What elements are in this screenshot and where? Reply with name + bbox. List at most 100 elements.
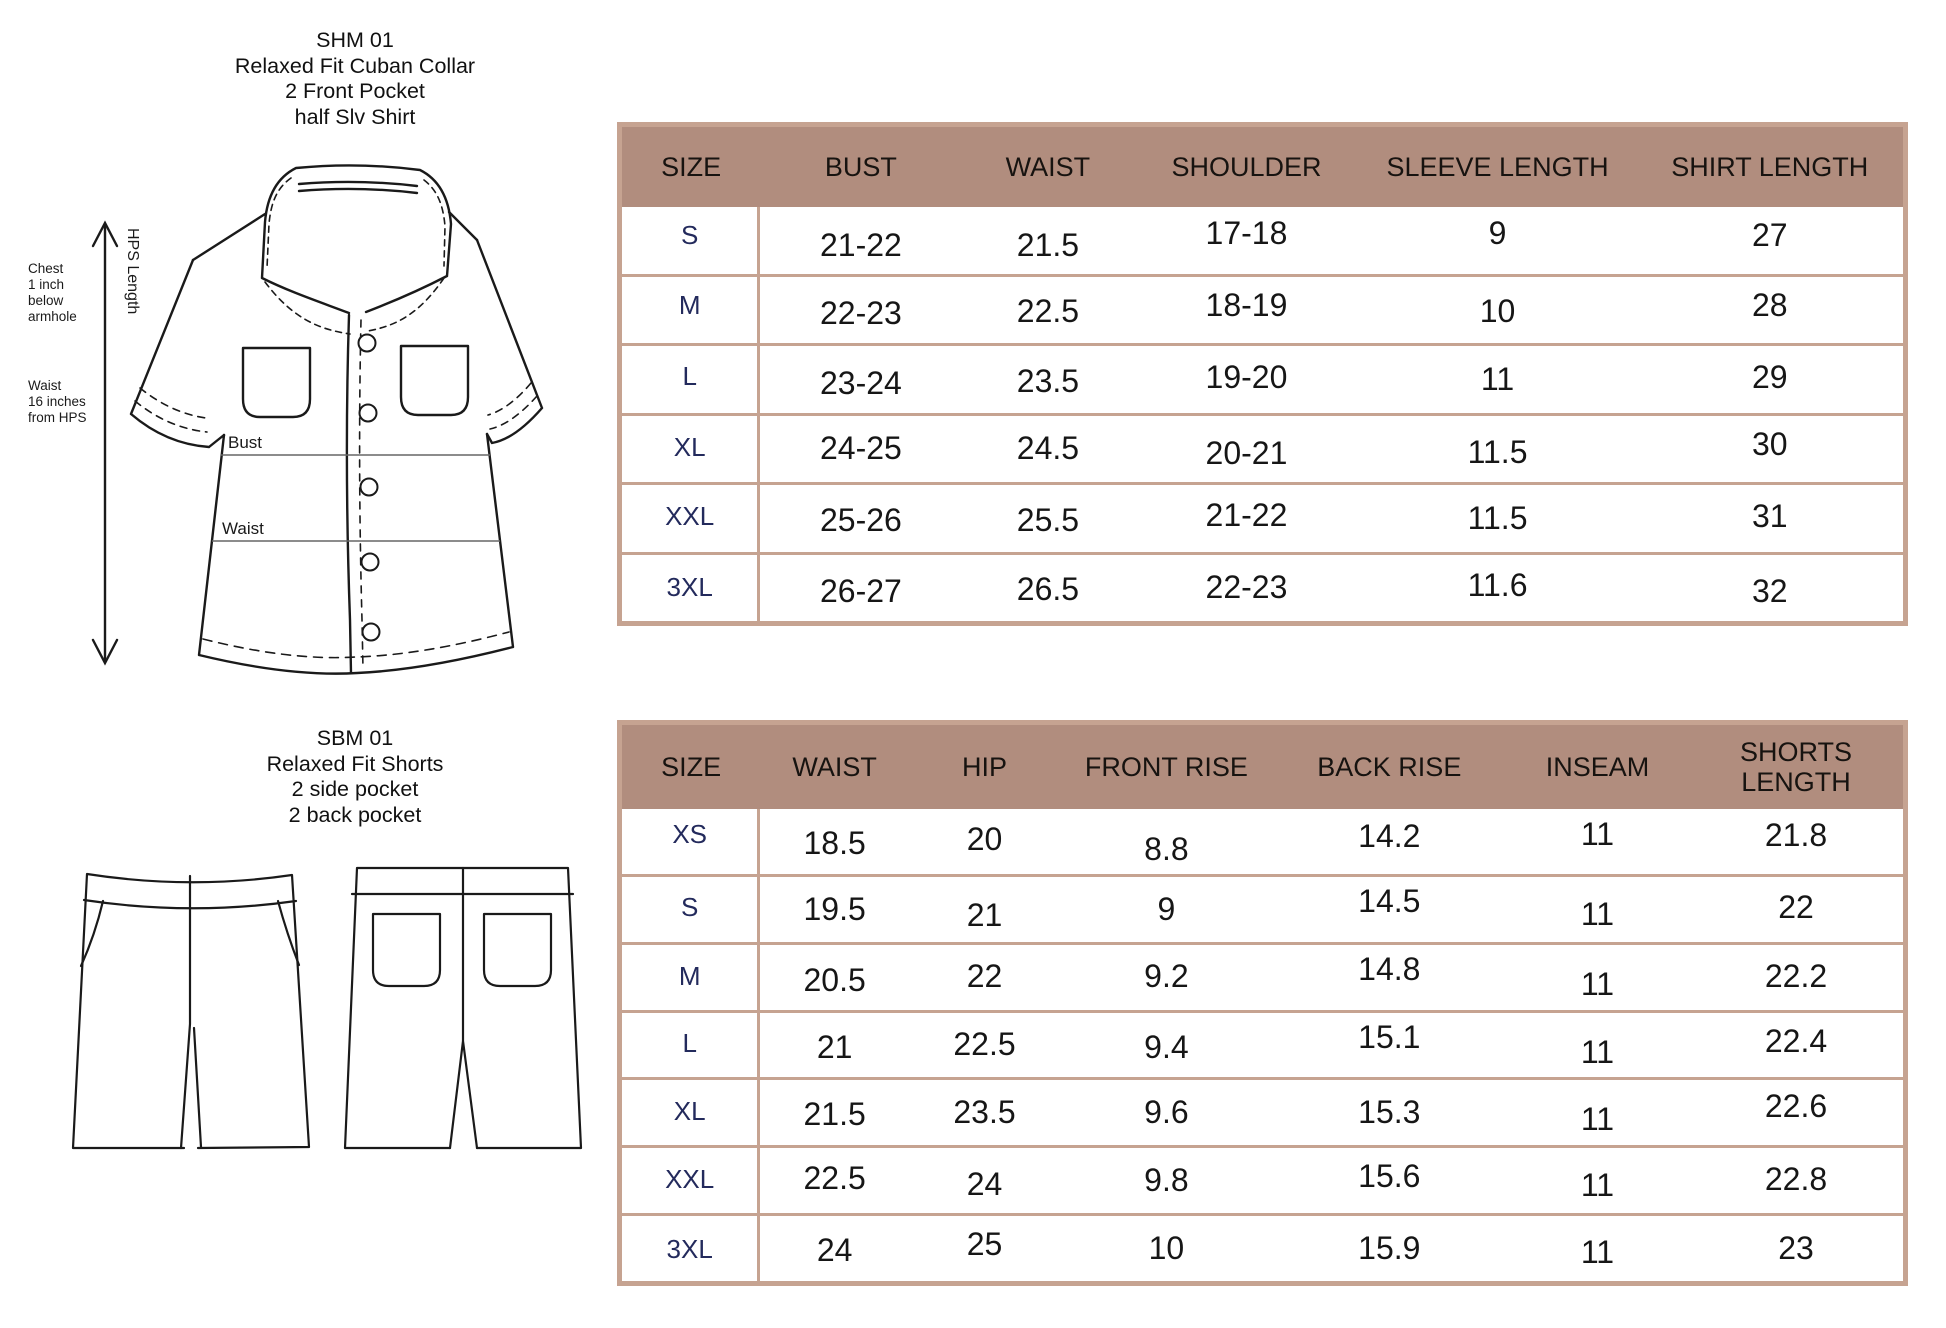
table-row-l: L 21 22.5 9.4 15.1 11 22.4 — [622, 1009, 1903, 1078]
value: 28 — [1751, 287, 1788, 324]
value-cell: 27 — [1637, 207, 1903, 274]
value-cell: 10 — [1060, 1216, 1273, 1281]
header-cell-sleeve-length: SLEEVE LENGTH — [1359, 152, 1637, 182]
value-cell: 22-23 — [760, 277, 961, 344]
value: 11 — [1580, 965, 1615, 1002]
value-cell: 11 — [1506, 877, 1689, 942]
header-label: WAIST — [1005, 151, 1091, 182]
value: 24 — [966, 1166, 1003, 1203]
header-label: INSEAM — [1545, 751, 1650, 782]
value-cell: 20-21 — [1134, 416, 1358, 483]
value: 19-20 — [1205, 358, 1288, 395]
value-cell: 22.8 — [1689, 1148, 1903, 1213]
value: 14.8 — [1358, 950, 1421, 987]
value-cell: 22.6 — [1689, 1080, 1903, 1145]
hps-length-label: HPS Length — [124, 228, 141, 314]
header-label: SHIRT LENGTH — [1671, 151, 1869, 182]
value: 29 — [1751, 358, 1788, 395]
value-cell: 11 — [1506, 1080, 1689, 1145]
value: 11 — [1580, 895, 1615, 932]
value-cell: 9.6 — [1060, 1080, 1273, 1145]
header-label: SIZE — [661, 151, 722, 182]
value: 21 — [816, 1028, 853, 1065]
size-cell: XL — [622, 1080, 761, 1146]
value: 30 — [1751, 426, 1788, 463]
back-pocket-right — [482, 912, 553, 988]
value: 22.8 — [1764, 1161, 1828, 1198]
value-cell: 25-26 — [760, 485, 961, 552]
value-cell: 9.2 — [1060, 945, 1273, 1010]
header-label: SLEEVE LENGTH — [1386, 151, 1609, 182]
header-cell-bust: BUST — [760, 152, 961, 182]
value: 9.6 — [1144, 1094, 1189, 1131]
value-cell: 11 — [1506, 1148, 1689, 1213]
value-cell: 21.8 — [1689, 809, 1903, 874]
value-cell: 15.1 — [1273, 1013, 1506, 1078]
header-label: BUST — [824, 151, 897, 182]
shorts-front-center-seam — [179, 874, 203, 1150]
value: 18.5 — [803, 824, 866, 861]
value: 22-23 — [819, 295, 902, 332]
value: 14.2 — [1358, 817, 1421, 854]
value-cell: 9.8 — [1060, 1148, 1273, 1213]
header-cell-front-rise: FRONT RISE — [1060, 752, 1273, 782]
value: 11 — [1580, 1101, 1615, 1138]
header-cell-shoulder: SHOULDER — [1134, 152, 1358, 182]
size-label: XS — [672, 818, 708, 849]
value-cell: 29 — [1637, 346, 1903, 413]
value: 23.5 — [953, 1094, 1016, 1131]
header-label: WAIST — [792, 751, 877, 782]
waist-line-label: Waist — [222, 519, 264, 538]
value-cell: 11 — [1506, 809, 1689, 874]
svg-text:below: below — [28, 293, 64, 308]
value-cell: 18.5 — [760, 809, 909, 874]
value: 21-22 — [1205, 496, 1288, 533]
table-row-s: S 21-22 21.5 17-18 9 27 — [622, 207, 1903, 274]
value-cell: 11.5 — [1359, 416, 1637, 483]
value-cell: 9.4 — [1060, 1013, 1273, 1078]
value-cell: 11 — [1506, 1013, 1689, 1078]
svg-text:16 inches: 16 inches — [28, 394, 86, 409]
value: 26-27 — [819, 573, 902, 610]
size-label: M — [678, 960, 701, 991]
value-cell: 23.5 — [961, 346, 1134, 413]
value: 21.8 — [1764, 816, 1828, 853]
value-cell: 11 — [1506, 945, 1689, 1010]
value-cell: 11.6 — [1359, 555, 1637, 622]
value: 24-25 — [819, 430, 902, 467]
size-label: XXL — [665, 1164, 715, 1195]
waist-measure-note: Waist 16 inches from HPS — [28, 378, 87, 425]
value-cell: 11 — [1359, 346, 1637, 413]
value-cell: 17-18 — [1134, 207, 1358, 274]
value-cell: 22 — [909, 945, 1060, 1010]
front-placket — [345, 313, 353, 675]
value: 25.5 — [1016, 501, 1080, 538]
svg-text:Chest: Chest — [28, 261, 64, 276]
value-cell: 19-20 — [1134, 346, 1358, 413]
value: 11 — [1580, 1167, 1615, 1204]
shirt-body-outline — [197, 432, 515, 675]
value: 11.5 — [1467, 499, 1528, 536]
value-cell: 21.5 — [760, 1080, 909, 1145]
value-cell: 21-22 — [1134, 485, 1358, 552]
table-header-row: SIZE BUST WAIST SHOULDER SLEEVE LENGTH SHIRT … — [622, 127, 1903, 207]
chest-pocket-left — [241, 346, 312, 419]
shorts-front-view — [71, 872, 311, 1150]
shorts-title-line: 2 back pocket — [288, 802, 422, 827]
value: 23.5 — [1016, 362, 1080, 399]
placket-stitch-line — [358, 319, 364, 670]
value-cell: 9 — [1060, 877, 1273, 942]
shirt-title-line: Relaxed Fit Cuban Collar — [234, 53, 476, 78]
header-cell-hip: HIP — [909, 752, 1060, 782]
value: 9.2 — [1144, 957, 1189, 994]
value-cell: 22-23 — [1134, 555, 1358, 622]
shirt-shoulders — [191, 210, 479, 262]
value-cell: 8.8 — [1060, 809, 1273, 874]
header-cell-waist: WAIST — [961, 152, 1134, 182]
value: 9.4 — [1144, 1028, 1189, 1065]
size-label: M — [678, 290, 701, 321]
value: 23-24 — [819, 364, 902, 401]
svg-text:from HPS: from HPS — [28, 410, 87, 425]
right-sleeve — [475, 238, 544, 445]
shorts-size-table: SIZE WAIST HIP FRONT RISE BACK RISE INSEAM SHO… — [617, 720, 1908, 1286]
